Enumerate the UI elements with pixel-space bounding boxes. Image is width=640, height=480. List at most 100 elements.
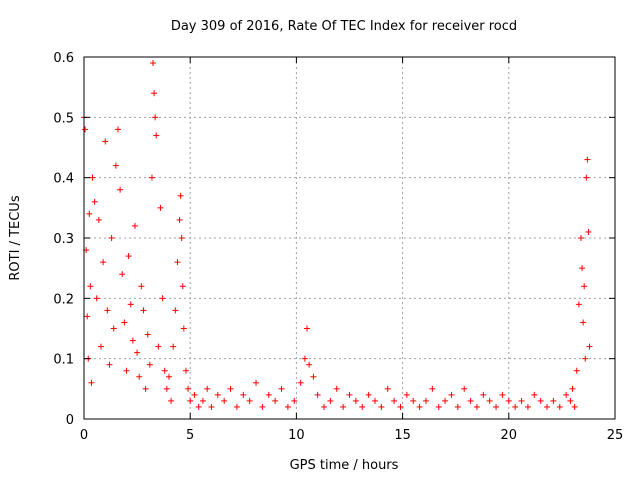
data-point (448, 391, 455, 398)
data-point (378, 403, 385, 410)
data-point (208, 403, 215, 410)
data-point (340, 403, 347, 410)
data-point (321, 403, 328, 410)
data-point (556, 403, 563, 410)
data-point (403, 391, 410, 398)
data-point (195, 403, 202, 410)
data-point (152, 114, 159, 121)
data-point (97, 343, 104, 350)
data-point (144, 331, 151, 338)
data-point (579, 265, 586, 272)
data-point (180, 325, 187, 332)
data-point (499, 391, 506, 398)
data-point (410, 397, 417, 404)
axis-ticks: 0 5 10 15 20 25 0 0.1 0.2 0.3 0.4 0.5 0.6 (53, 51, 623, 443)
data-point (297, 379, 304, 386)
data-point (259, 403, 266, 410)
data-point (214, 391, 221, 398)
data-points (81, 60, 593, 410)
data-point (537, 397, 544, 404)
data-point (327, 397, 334, 404)
y-tick-label: 0.2 (53, 292, 74, 307)
data-point (567, 397, 574, 404)
data-point (246, 397, 253, 404)
data-point (170, 343, 177, 350)
data-point (104, 307, 111, 314)
data-point (391, 397, 398, 404)
data-point (88, 379, 95, 386)
data-point (112, 162, 119, 169)
y-tick-label: 0 (66, 413, 74, 428)
data-point (505, 397, 512, 404)
data-point (284, 403, 291, 410)
data-point (174, 259, 181, 266)
data-point (129, 337, 136, 344)
data-point (84, 313, 91, 320)
data-point (486, 397, 493, 404)
data-point (187, 397, 194, 404)
data-point (106, 361, 113, 368)
data-point (371, 397, 378, 404)
x-tick-label: 0 (80, 428, 88, 443)
data-point (148, 174, 155, 181)
data-point (583, 174, 590, 181)
data-point (86, 210, 93, 217)
data-point (442, 397, 449, 404)
data-point (278, 385, 285, 392)
data-point (117, 186, 124, 193)
data-point (480, 391, 487, 398)
data-point (100, 259, 107, 266)
data-point (204, 385, 211, 392)
y-tick-label: 0.5 (53, 111, 74, 126)
data-point (240, 391, 247, 398)
data-point (176, 216, 183, 223)
data-point (346, 391, 353, 398)
data-point (575, 301, 582, 308)
data-point (429, 385, 436, 392)
data-point (578, 235, 585, 241)
data-point (123, 367, 130, 374)
data-point (435, 403, 442, 410)
data-point (531, 391, 538, 398)
x-axis-label: GPS time / hours (290, 458, 399, 473)
data-point (93, 295, 100, 302)
data-point (301, 355, 308, 362)
data-point (544, 403, 551, 410)
data-point (265, 391, 272, 398)
data-point (580, 319, 587, 326)
data-point (454, 403, 461, 410)
data-point (550, 397, 557, 404)
data-point (221, 397, 228, 404)
data-point (581, 283, 588, 290)
x-tick-label: 10 (288, 428, 305, 443)
data-point (182, 367, 189, 374)
data-point (563, 391, 570, 398)
data-point (146, 361, 153, 368)
data-point (253, 379, 260, 386)
data-point (384, 385, 391, 392)
data-point (524, 403, 531, 410)
data-point (102, 138, 109, 145)
data-point (140, 307, 147, 314)
data-point (306, 361, 313, 368)
data-point (91, 198, 98, 205)
data-point (87, 283, 94, 290)
y-tick-label: 0.6 (53, 51, 74, 66)
data-point (150, 60, 157, 67)
grid (84, 57, 615, 419)
data-point (310, 373, 317, 380)
data-point (89, 174, 96, 181)
x-tick-label: 25 (607, 428, 624, 443)
data-point (359, 403, 366, 410)
data-point (416, 403, 423, 410)
data-point (153, 132, 160, 139)
data-point (199, 397, 206, 404)
data-point (304, 325, 311, 332)
data-point (168, 397, 175, 404)
data-point (582, 355, 589, 362)
data-point (82, 126, 89, 133)
data-point (422, 397, 429, 404)
data-point (121, 319, 128, 326)
data-point (138, 283, 145, 290)
data-point (151, 90, 158, 97)
